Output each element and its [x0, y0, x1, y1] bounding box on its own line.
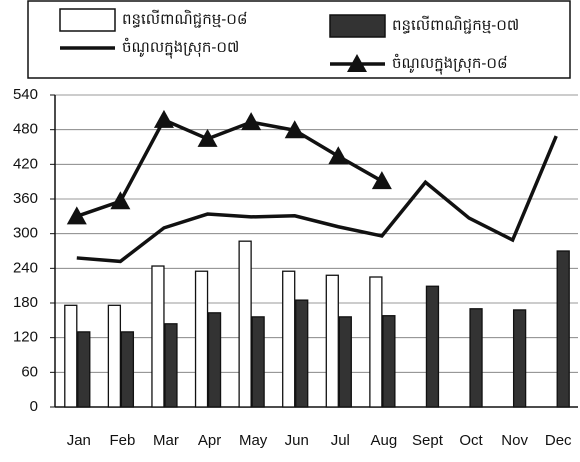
marker — [371, 171, 392, 190]
bar — [369, 276, 383, 408]
y-tick-label: 240 — [13, 259, 38, 276]
bar — [207, 312, 222, 408]
bar — [120, 331, 135, 408]
marker — [328, 146, 349, 165]
legend-label: ពន្ធលើពាណិជ្ជកម្ម-០៨ — [122, 9, 247, 28]
bar — [382, 315, 396, 408]
bar — [107, 304, 122, 408]
bar — [338, 316, 352, 408]
x-tick-label: Jul — [331, 432, 350, 449]
bar — [325, 274, 339, 408]
x-tick-label: Oct — [459, 432, 483, 449]
y-tick-label: 480 — [13, 121, 38, 138]
x-tick-label: Aug — [371, 432, 398, 449]
bar — [282, 270, 296, 408]
bar — [425, 285, 440, 408]
legend-marker — [347, 54, 367, 72]
marker — [197, 128, 218, 147]
y-tick-label: 180 — [13, 294, 38, 311]
marker — [110, 191, 131, 210]
bar — [64, 304, 78, 408]
bar — [151, 265, 165, 408]
bar — [194, 270, 209, 408]
legend-swatch — [59, 8, 116, 32]
y-tick-label: 0 — [30, 398, 38, 415]
bar — [469, 308, 483, 408]
marker — [284, 120, 305, 139]
x-tick-label: Sept — [412, 432, 444, 449]
bar — [77, 331, 91, 408]
y-tick-label: 540 — [13, 86, 38, 103]
legend-swatch — [329, 14, 386, 38]
x-tick-label: Apr — [198, 432, 221, 449]
y-tick-label: 60 — [21, 363, 38, 380]
bar — [238, 240, 252, 408]
y-tick-label: 300 — [13, 225, 38, 242]
legend-label: ចំណូលក្នុងស្រុក-០៧ — [122, 37, 239, 59]
bar — [512, 309, 527, 408]
legend-label: ចំណូលក្នុងស្រុក-០៨ — [392, 53, 508, 75]
bar — [164, 323, 178, 408]
bar — [251, 316, 265, 408]
line — [76, 135, 558, 264]
y-tick-label: 120 — [13, 329, 38, 346]
bar — [295, 299, 309, 408]
x-tick-label: Dec — [545, 432, 572, 449]
marker — [153, 109, 174, 128]
legend-box — [27, 0, 571, 79]
line — [76, 117, 383, 218]
x-tick-label: May — [239, 432, 268, 449]
x-tick-label: Mar — [153, 432, 179, 449]
x-tick-label: Jun — [285, 432, 309, 449]
x-tick-label: Nov — [501, 432, 528, 449]
y-tick-label: 420 — [13, 155, 38, 172]
legend-label: ពន្ធលើពាណិជ្ជកម្ម-០៧ — [392, 15, 519, 34]
y-tick-label: 360 — [13, 190, 38, 207]
x-tick-label: Jan — [67, 432, 91, 449]
marker — [241, 112, 262, 131]
marker — [66, 206, 87, 225]
x-tick-label: Feb — [109, 432, 135, 449]
bar — [556, 250, 570, 408]
